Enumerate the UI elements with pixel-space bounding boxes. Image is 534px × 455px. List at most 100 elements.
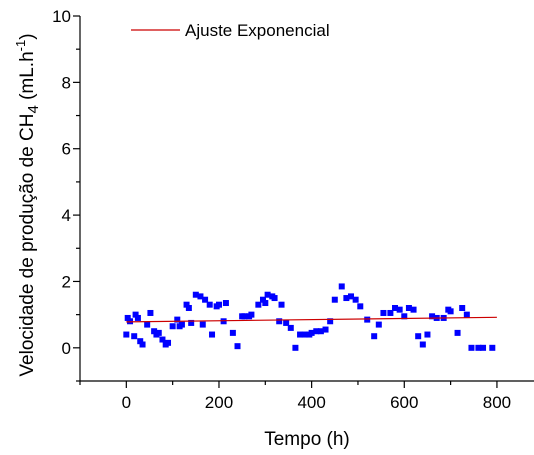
y-tick-label: 0 xyxy=(62,339,71,358)
data-point xyxy=(301,331,308,338)
data-point xyxy=(209,331,216,338)
data-point xyxy=(396,306,403,313)
data-point xyxy=(259,296,266,303)
data-point xyxy=(331,296,338,303)
data-point xyxy=(292,344,299,351)
data-point xyxy=(375,321,382,328)
data-point xyxy=(468,344,475,351)
data-point xyxy=(343,295,350,302)
data-point xyxy=(185,305,192,311)
data-point xyxy=(255,301,262,308)
data-point xyxy=(380,309,387,316)
data-point xyxy=(447,308,454,315)
axes xyxy=(79,16,534,382)
data-point xyxy=(392,305,399,311)
legend-label: Ajuste Exponencial xyxy=(185,21,330,40)
data-point xyxy=(215,301,222,308)
data-point xyxy=(134,314,141,321)
data-point xyxy=(475,344,482,351)
data-point xyxy=(229,329,236,336)
y-tick-label: 10 xyxy=(52,7,71,26)
y-axis-title-superscript: -1 xyxy=(13,40,28,52)
data-point xyxy=(338,283,345,290)
data-point xyxy=(313,328,320,335)
data-point xyxy=(405,305,412,311)
data-point xyxy=(480,344,487,351)
data-point xyxy=(264,291,271,298)
data-point xyxy=(139,341,146,348)
data-point xyxy=(174,316,181,323)
data-point xyxy=(131,333,138,340)
data-point xyxy=(222,300,229,307)
data-point xyxy=(188,319,195,326)
data-point xyxy=(410,306,417,313)
data-point xyxy=(262,300,269,307)
data-point xyxy=(202,296,209,303)
data-point xyxy=(489,344,496,351)
data-point xyxy=(278,301,285,308)
data-point xyxy=(178,321,185,328)
y-tick-label: 2 xyxy=(62,272,71,291)
data-point xyxy=(147,309,154,316)
y-axis-title-close: ) xyxy=(17,33,38,39)
data-point xyxy=(124,314,131,321)
x-axis-title: Tempo (h) xyxy=(264,429,350,450)
y-tick-label: 8 xyxy=(62,73,71,92)
y-tick-label: 6 xyxy=(62,140,71,159)
data-point xyxy=(123,331,130,338)
data-point xyxy=(371,333,378,340)
data-point xyxy=(169,323,176,330)
data-point xyxy=(283,319,290,326)
data-point xyxy=(151,328,158,335)
data-point xyxy=(197,293,204,300)
y-tick-label: 4 xyxy=(62,206,71,225)
data-points xyxy=(123,283,496,351)
x-tick-label: 400 xyxy=(297,393,325,412)
x-tick-label: 800 xyxy=(483,393,511,412)
data-point xyxy=(387,309,394,316)
data-point xyxy=(317,328,324,335)
data-point xyxy=(248,311,255,318)
data-point xyxy=(327,318,334,325)
fit-line-group xyxy=(126,316,497,323)
legend: Ajuste Exponencial xyxy=(131,21,330,40)
data-point xyxy=(459,305,466,311)
x-tick-label: 600 xyxy=(390,393,418,412)
data-point xyxy=(357,303,364,310)
data-point xyxy=(308,329,315,336)
data-point xyxy=(348,293,355,300)
data-point xyxy=(419,341,426,348)
data-point xyxy=(132,311,139,318)
x-tick-label: 0 xyxy=(122,393,131,412)
data-point xyxy=(155,329,162,336)
data-point xyxy=(276,318,283,325)
data-point xyxy=(364,316,371,323)
data-point xyxy=(271,295,278,302)
y-axis-title-prefix: Velocidade de produção de CH xyxy=(17,114,38,377)
data-point xyxy=(429,313,436,320)
data-point xyxy=(183,301,190,308)
data-point xyxy=(352,296,359,303)
data-point xyxy=(297,331,304,338)
data-point xyxy=(192,291,199,298)
data-point xyxy=(401,313,408,320)
data-point xyxy=(454,329,461,336)
data-point xyxy=(137,338,144,345)
y-axis-title: Velocidade de produção de CH4 (mL.h-1) xyxy=(13,33,42,376)
axis-ticks: 0 2 4 6 8 10 0 200 400 600 800 xyxy=(52,7,511,412)
data-point xyxy=(144,321,151,328)
data-point xyxy=(199,321,206,328)
data-point xyxy=(463,311,470,318)
x-tick-label: 200 xyxy=(205,393,233,412)
data-point xyxy=(322,326,329,333)
y-axis-title-subscript: 4 xyxy=(25,105,42,113)
data-point xyxy=(241,313,248,320)
data-point xyxy=(415,333,422,340)
y-axis-title-unit: (mL.h xyxy=(17,51,38,105)
data-point xyxy=(287,324,294,331)
data-point xyxy=(234,343,241,350)
data-point xyxy=(159,336,166,343)
data-point xyxy=(165,339,172,346)
data-point xyxy=(424,331,431,338)
